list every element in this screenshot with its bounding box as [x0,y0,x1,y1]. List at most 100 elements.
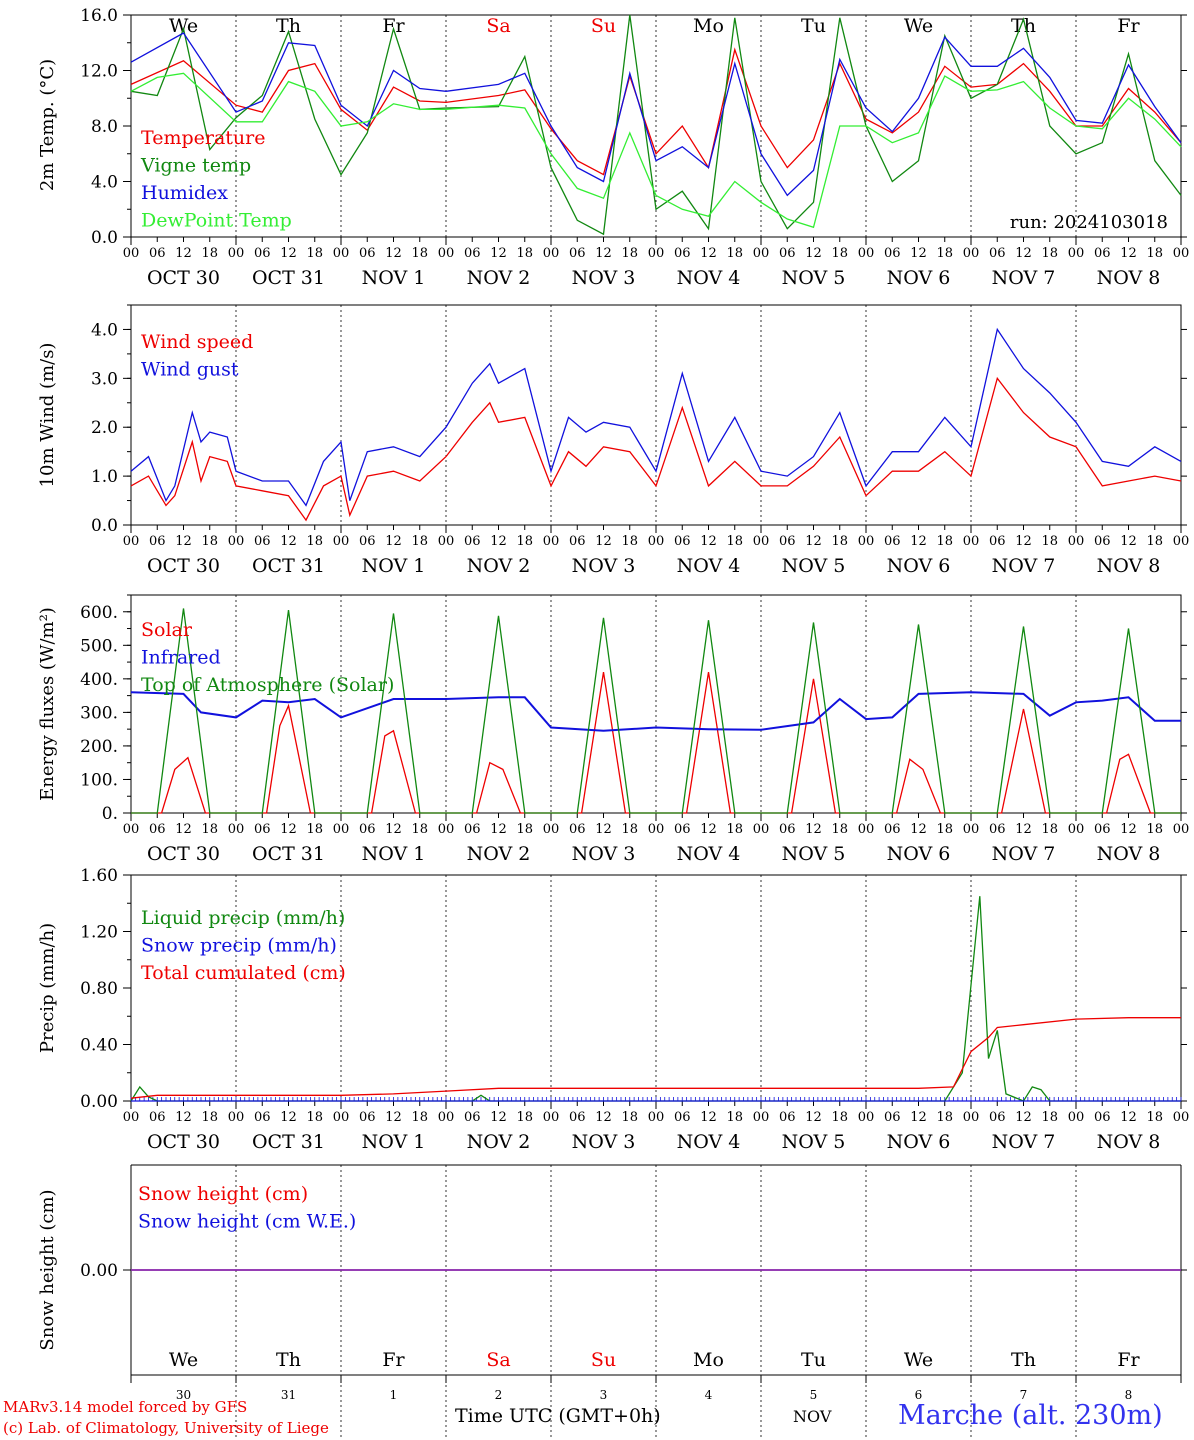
x-hour-label: 18 [1146,822,1163,837]
x-hour-label: 06 [149,534,166,549]
series-line-1 [130,14,1182,236]
y-tick-label: 0. [102,804,118,824]
bottom-day-label: Th [276,1349,301,1371]
x-hour-label: 06 [674,1110,691,1125]
x-date-label: NOV 1 [362,267,426,289]
x-hour-label: 12 [805,822,822,837]
y-tick-label: 300. [80,703,118,723]
x-hour-label: 18 [1041,822,1058,837]
x-hour-label: 12 [1015,1110,1032,1125]
x-hour-label: 00 [648,822,665,837]
legend-entry: Snow height (cm W.E.) [138,1211,356,1233]
x-hour-label: 18 [1041,1110,1058,1125]
x-hour-label: 00 [1068,822,1085,837]
x-hour-label: 18 [411,246,428,261]
bottom-day-label: Fr [1117,1349,1140,1371]
x-hour-label: 00 [438,1110,455,1125]
top-day-label: Sa [486,15,510,37]
x-hour-label: 06 [464,246,481,261]
x-hour-label: 06 [569,246,586,261]
x-hour-label: 18 [621,1110,638,1125]
x-hour-label: 00 [543,822,560,837]
x-hour-label: 12 [805,246,822,261]
x-hour-label: 18 [201,246,218,261]
x-hour-label: 00 [858,822,875,837]
x-hour-label: 12 [1015,534,1032,549]
legend-entry: Infrared [141,647,221,669]
x-hour-label: 06 [254,822,271,837]
x-date-label: NOV 3 [572,555,636,577]
x-date-label: NOV 4 [677,267,741,289]
top-day-label: Fr [1117,15,1140,37]
x-hour-label: 18 [936,246,953,261]
x-hour-label: 12 [280,246,297,261]
x-hour-label: 12 [700,246,717,261]
y-tick-label: 400. [80,670,118,690]
bottom-day-number: 8 [1125,1388,1133,1402]
x-hour-label: 12 [385,534,402,549]
x-hour-label: 12 [805,1110,822,1125]
bottom-day-label: Mo [693,1349,724,1371]
x-hour-label: 12 [1015,822,1032,837]
x-hour-label: 06 [779,246,796,261]
x-hour-label: 06 [359,822,376,837]
x-date-label: NOV 8 [1097,1131,1161,1153]
x-hour-label: 18 [516,534,533,549]
x-hour-label: 12 [595,822,612,837]
x-hour-label: 06 [884,822,901,837]
x-hour-label: 00 [1068,534,1085,549]
bottom-day-label: Th [1011,1349,1036,1371]
x-date-label: NOV 3 [572,1131,636,1153]
x-hour-label: 06 [569,822,586,837]
legend-entry: Total cumulated (cm) [141,962,346,984]
y-tick-label: 0.00 [80,1092,118,1112]
x-hour-label: 00 [123,1110,140,1125]
x-date-label: NOV 6 [887,843,951,865]
series-line-2 [130,32,1182,197]
x-hour-label: 00 [438,246,455,261]
month-label: NOV [793,1407,832,1426]
legend-entry: Snow height (cm) [138,1183,308,1205]
bottom-day-label: We [904,1349,933,1371]
y-tick-label: 1.60 [80,866,118,886]
x-hour-label: 06 [254,534,271,549]
x-hour-label: 18 [831,822,848,837]
x-hour-label: 06 [674,534,691,549]
x-hour-label: 06 [1094,246,1111,261]
x-hour-label: 06 [989,822,1006,837]
top-day-label: Fr [382,15,405,37]
x-hour-label: 12 [280,534,297,549]
x-hour-label: 12 [175,822,192,837]
bottom-day-label: Tu [801,1349,826,1371]
top-day-label: Tu [801,15,826,37]
x-hour-label: 00 [963,822,980,837]
run-label: run: 2024103018 [1010,212,1168,233]
x-hour-label: 00 [963,246,980,261]
x-hour-label: 12 [700,1110,717,1125]
x-hour-label: 06 [674,822,691,837]
series-line-1 [130,691,1181,732]
x-hour-label: 18 [1041,246,1058,261]
x-hour-label: 12 [910,822,927,837]
y-tick-label: 500. [80,636,118,656]
x-hour-label: 18 [201,534,218,549]
x-hour-label: 12 [595,534,612,549]
x-date-label: NOV 4 [677,843,741,865]
bottom-day-label: Su [591,1349,616,1371]
x-hour-label: 18 [411,822,428,837]
x-hour-label: 06 [884,1110,901,1125]
x-hour-label: 00 [228,246,245,261]
x-date-label: NOV 1 [362,843,426,865]
y-tick-label: 8.0 [91,117,118,137]
x-hour-label: 18 [936,1110,953,1125]
x-date-label: NOV 8 [1097,267,1161,289]
x-hour-label: 18 [411,1110,428,1125]
y-tick-label: 0.80 [80,979,118,999]
x-hour-label: 18 [306,822,323,837]
x-hour-label: 12 [910,534,927,549]
x-hour-label: 18 [306,1110,323,1125]
y-axis-label: 10m Wind (m/s) [37,343,58,488]
bottom-day-number: 7 [1020,1388,1028,1402]
x-date-label: NOV 7 [992,1131,1056,1153]
